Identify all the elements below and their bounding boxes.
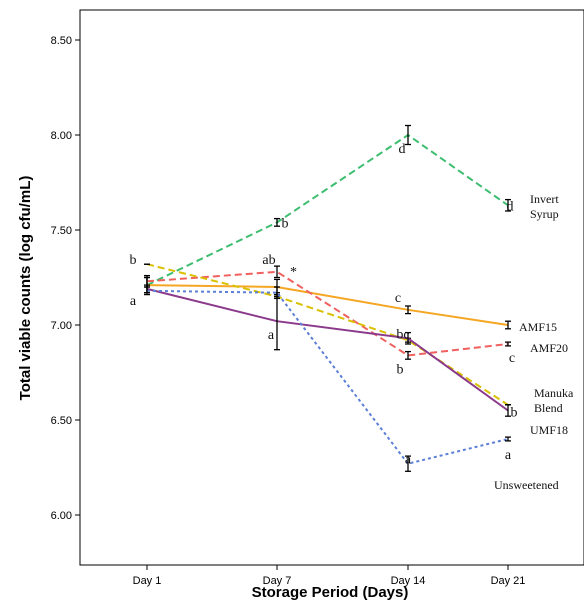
significance-letter: b [282, 216, 289, 231]
error-bar [274, 265, 280, 279]
series-label: Unsweetened [494, 478, 559, 492]
significance-letter: a [268, 328, 275, 343]
y-axis: 6.00 6.50 7.00 7.50 8.00 8.50 [51, 35, 80, 522]
y-tick-label: 8.50 [51, 35, 72, 47]
x-axis: Day 1 Day 7 Day 14 Day 21 [133, 565, 526, 587]
significance-letter: b [130, 253, 137, 268]
significance-letter: a [505, 448, 512, 463]
error-bar [405, 350, 411, 360]
error-bar [405, 305, 411, 315]
series-label: Manuka Blend [534, 386, 574, 415]
series-label: UMF18 [530, 423, 568, 437]
significance-letter: ab [262, 253, 275, 268]
series-line [146, 270, 509, 357]
plot-area-frame [79, 9, 584, 566]
significance-letter: bc [396, 327, 409, 342]
y-tick-label: 7.50 [51, 225, 72, 237]
error-bar [505, 198, 511, 212]
significance-letter: b [397, 362, 404, 377]
series-unsweetened: a a a Unsweetened [130, 286, 559, 492]
y-tick-label: 6.50 [51, 415, 72, 427]
error-bar [505, 404, 511, 417]
significance-letter: a [405, 453, 412, 468]
error-bar [505, 436, 511, 442]
asterisk-mark: * [290, 265, 297, 280]
significance-letter: d [507, 199, 514, 214]
x-tick-label: Day 14 [391, 575, 426, 587]
error-bar [505, 320, 511, 330]
significance-letter: c [395, 291, 401, 306]
error-bar [144, 286, 150, 296]
y-tick-label: 8.00 [51, 130, 72, 142]
y-tick-label: 6.00 [51, 510, 72, 522]
error-bar [505, 341, 511, 347]
x-tick-label: Day 1 [133, 575, 162, 587]
series-label: AMF15 [519, 320, 557, 334]
error-bar [274, 286, 280, 300]
x-tick-label: Day 7 [263, 575, 292, 587]
series-line [146, 287, 509, 412]
series-label: Invert Syrup [530, 192, 559, 221]
x-tick-label: Day 21 [491, 575, 526, 587]
series-line [146, 263, 509, 406]
error-bar [274, 217, 280, 227]
error-bar [405, 331, 411, 345]
series-line [146, 284, 509, 326]
x-axis-title: Storage Period (Days) [252, 584, 409, 600]
significance-letter: c [509, 351, 515, 366]
significance-letter: d [399, 142, 406, 157]
error-bar [405, 455, 411, 472]
series-label: AMF20 [530, 341, 568, 355]
significance-letter: b [511, 406, 518, 421]
y-tick-label: 7.00 [51, 320, 72, 332]
significance-letter: a [130, 294, 137, 309]
series-line [146, 133, 509, 287]
series-line [146, 289, 509, 465]
y-axis-title: Total viable counts (log cfu/mL) [17, 176, 34, 401]
error-bar [405, 124, 411, 146]
